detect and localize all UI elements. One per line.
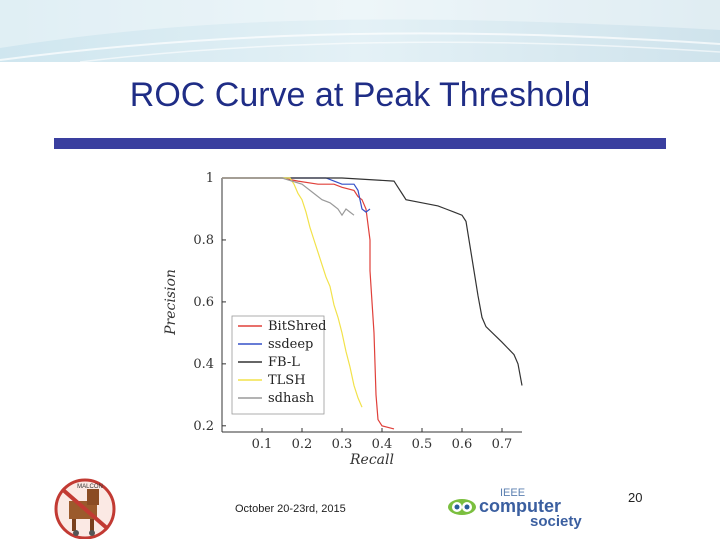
x-tick-label: 0.3 xyxy=(332,437,353,452)
header-wave-band xyxy=(0,0,720,62)
series-line-fb-l xyxy=(222,177,523,386)
x-tick-label: 0.1 xyxy=(252,437,273,452)
y-tick-label: 0.6 xyxy=(193,295,214,310)
malcon-logo-text: MALCON xyxy=(77,484,103,490)
series-line-ssdeep xyxy=(222,177,371,213)
legend-box xyxy=(231,315,325,415)
legend-label-fb-l: FB-L xyxy=(268,355,300,370)
x-tick-label: 0.7 xyxy=(492,437,513,452)
x-axis-label: Recall xyxy=(349,452,394,468)
chart-legend: BitShred ssdeep FB-L TLSH sdhash xyxy=(231,315,326,415)
y-axis-label: Precision xyxy=(163,269,179,336)
legend-label-tlsh: TLSH xyxy=(268,373,306,388)
y-tick-label: 0.8 xyxy=(193,233,214,248)
series-line-bitshred xyxy=(222,177,395,430)
legend-label-ssdeep: ssdeep xyxy=(268,337,313,352)
x-tick-label: 0.5 xyxy=(412,437,433,452)
chart-series xyxy=(222,177,523,430)
y-tick-label: 0.4 xyxy=(193,357,214,372)
roc-chart: 0.1 0.2 0.3 0.4 0.5 0.6 0.7 0.2 0.4 0.6 0.8 1 BitSh… xyxy=(163,171,523,468)
series-line-sdhash xyxy=(222,177,355,217)
x-tick-label: 0.6 xyxy=(452,437,473,452)
series-line-tlsh xyxy=(222,177,363,408)
footer-date: October 20-23rd, 2015 xyxy=(235,503,346,515)
y-tick-label: 0.2 xyxy=(193,419,214,434)
malcon-logo: MALCON xyxy=(54,478,116,539)
title-rule xyxy=(54,138,666,149)
y-tick-label: 1 xyxy=(206,171,214,186)
slide-title: ROC Curve at Peak Threshold xyxy=(129,76,591,114)
ieee-computer-society-logo: IEEE computer society xyxy=(448,487,582,530)
x-tick-label: 0.2 xyxy=(292,437,313,452)
x-tick-label: 0.4 xyxy=(372,437,393,452)
chart-axes: 0.1 0.2 0.3 0.4 0.5 0.6 0.7 0.2 0.4 0.6 0.8 1 xyxy=(193,171,522,452)
society-text: society xyxy=(530,513,582,530)
computer-text: computer xyxy=(479,496,561,516)
page-number: 20 xyxy=(628,490,643,505)
ieee-text: IEEE xyxy=(500,487,525,499)
legend-label-bitshred: BitShred xyxy=(268,319,326,334)
legend-label-sdhash: sdhash xyxy=(268,391,315,406)
